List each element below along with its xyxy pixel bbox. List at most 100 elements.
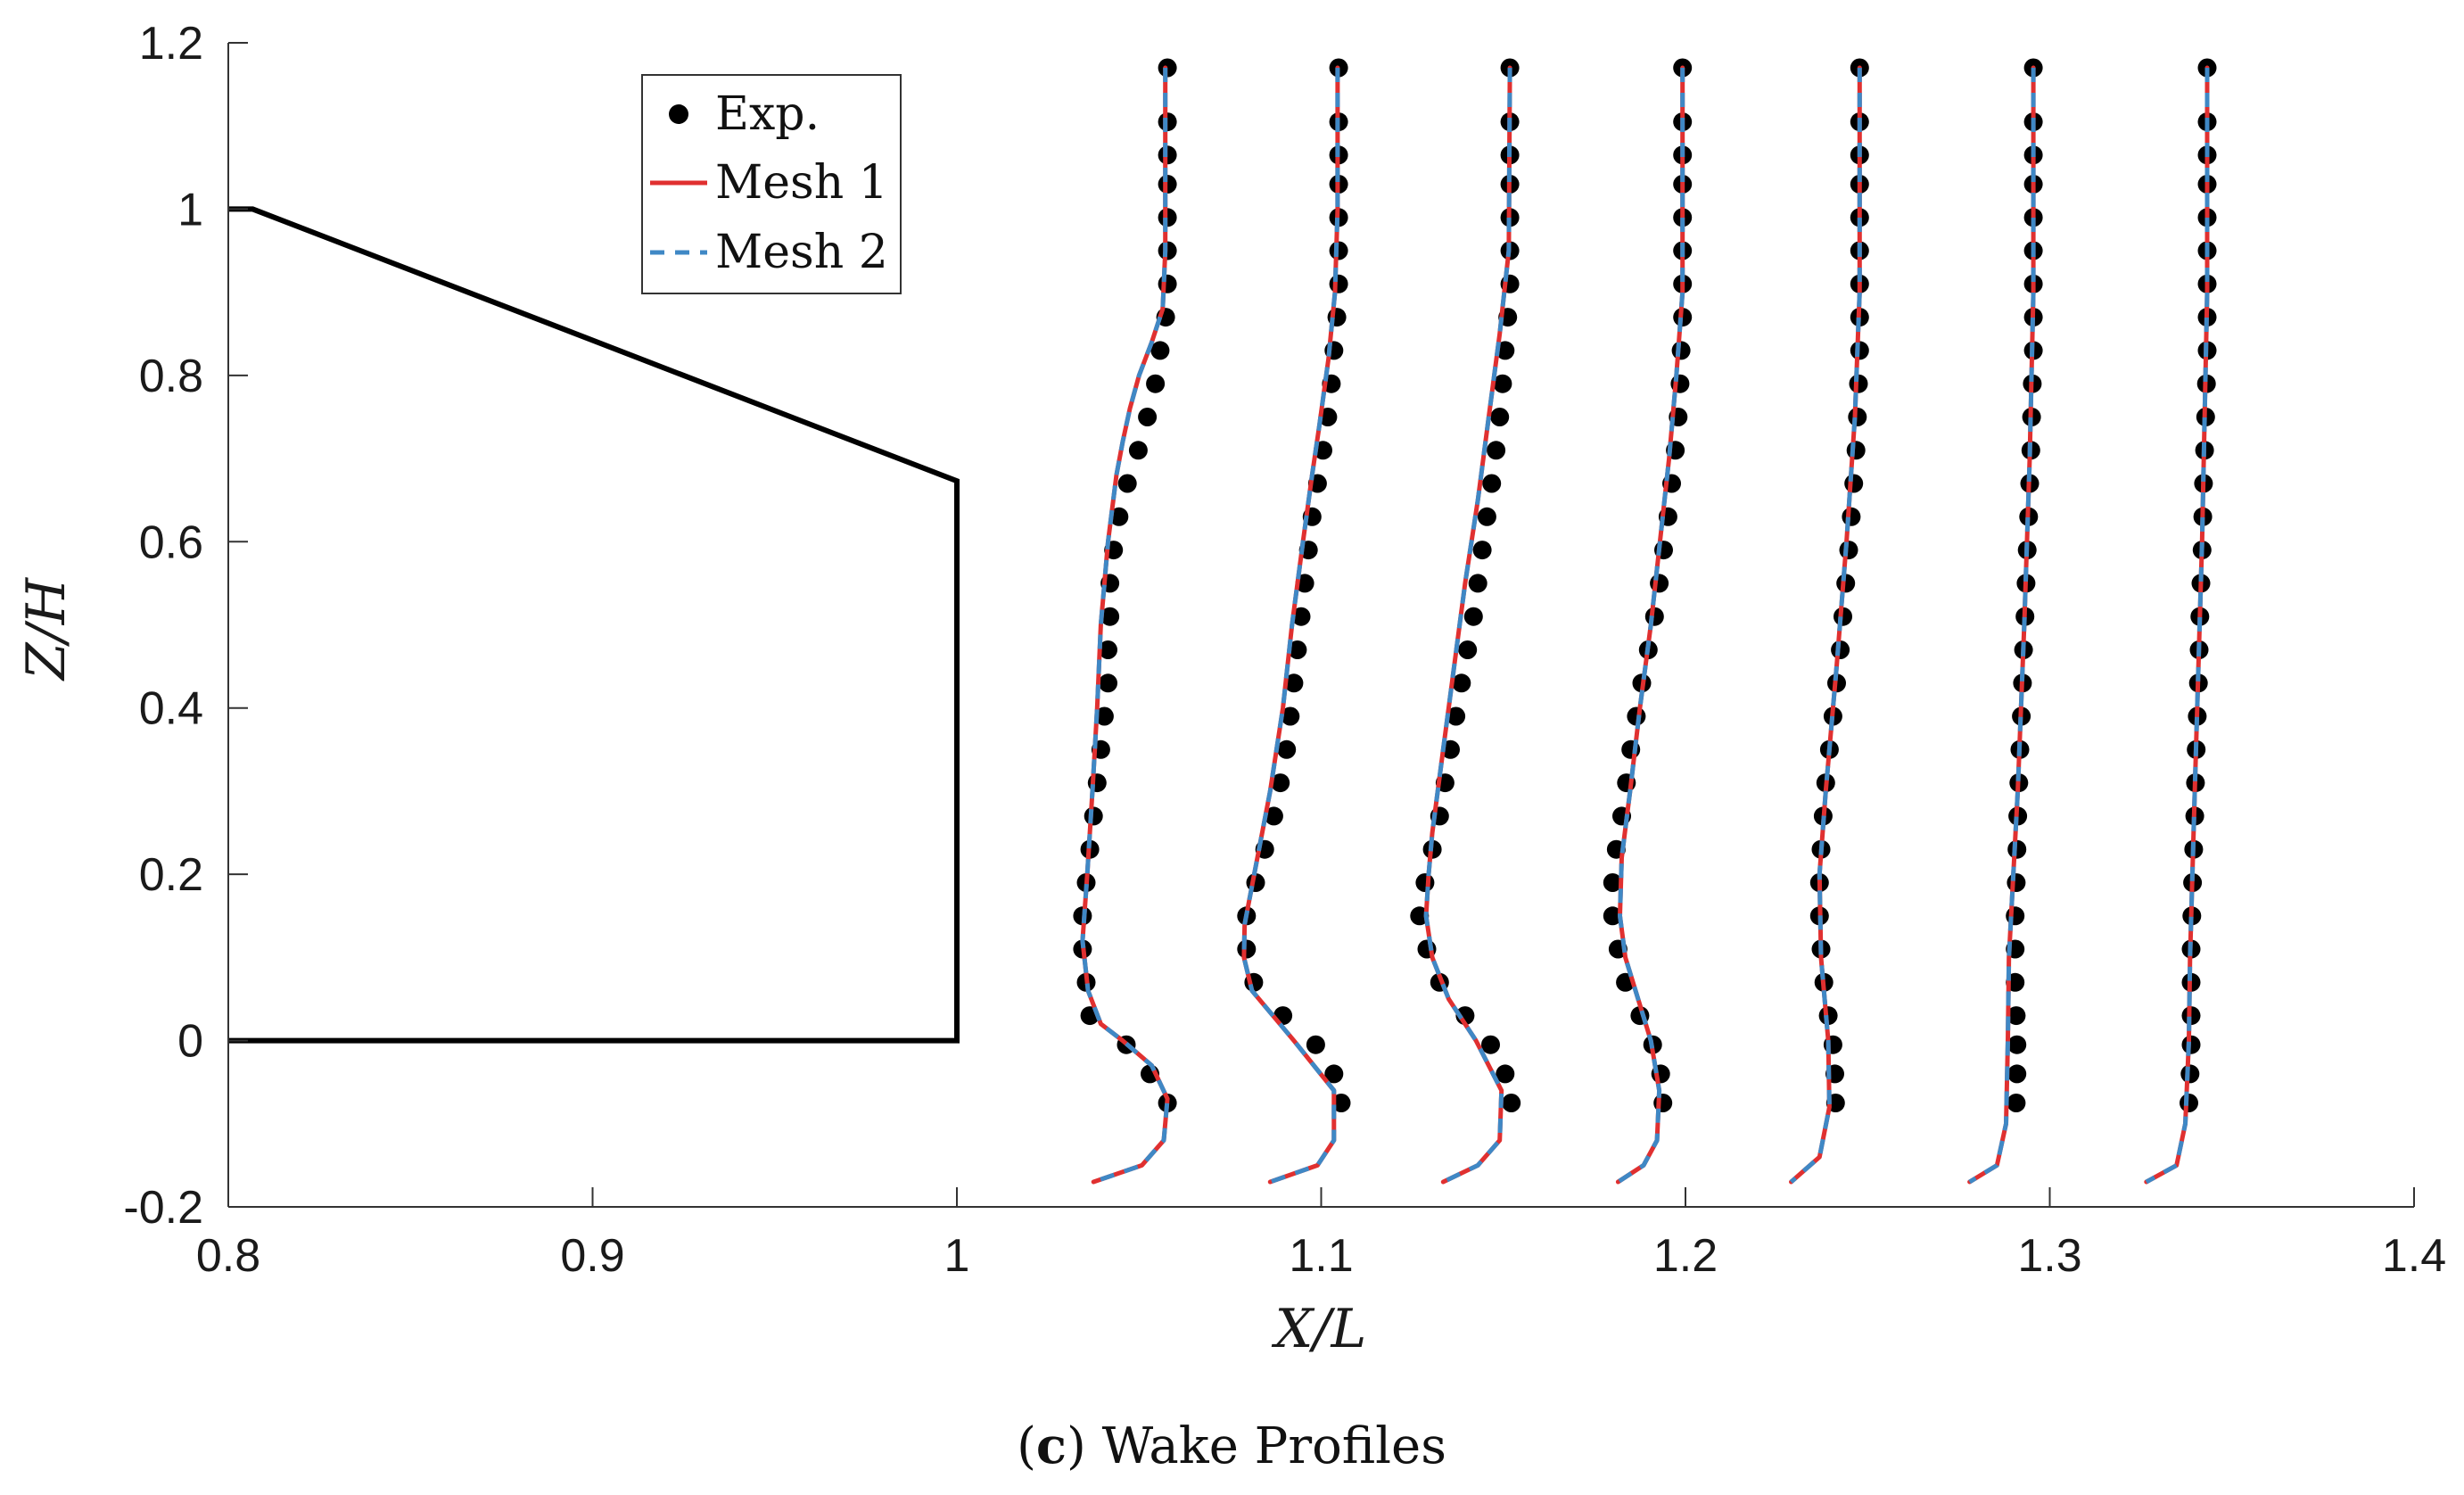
y-tick-label: 0.6	[139, 516, 203, 568]
plot-area	[228, 58, 2217, 1185]
exp-point	[1446, 706, 1466, 726]
x-tick-label: 1.1	[1289, 1230, 1353, 1282]
exp-point	[1281, 706, 1300, 726]
exp-point	[1463, 607, 1483, 626]
exp-point	[1109, 507, 1129, 526]
profile-station-4	[1603, 58, 1693, 1185]
exp-point	[1468, 574, 1487, 593]
legend-mesh1-label: Mesh 1	[715, 156, 888, 210]
caption-prefix: (	[1017, 1417, 1036, 1475]
exp-point	[1839, 541, 1858, 560]
exp-point	[1848, 408, 1867, 426]
y-tick-label: 1	[177, 184, 203, 235]
exp-point	[1277, 739, 1297, 759]
x-tick-label: 0.8	[196, 1230, 260, 1282]
exp-point	[1094, 706, 1114, 726]
exp-point	[1284, 673, 1304, 693]
exp-point	[1842, 507, 1861, 526]
exp-point	[1099, 673, 1117, 693]
exp-point	[1844, 474, 1864, 493]
exp-point	[1138, 408, 1158, 426]
exp-point	[1128, 441, 1148, 460]
exp-point	[1846, 441, 1866, 460]
mesh2-line	[2145, 68, 2210, 1185]
exp-point	[1487, 441, 1506, 460]
exp-point	[1237, 939, 1257, 959]
profile-station-5	[1789, 58, 1869, 1185]
exp-point	[2007, 1006, 2026, 1026]
y-axis-label: Z/H	[15, 576, 78, 681]
x-axis-label: X/L	[1272, 1298, 1367, 1360]
mesh2-line	[1241, 68, 1340, 1185]
mesh2-line	[1968, 68, 2036, 1185]
exp-point	[1324, 1064, 1344, 1084]
legend-exp-label: Exp.	[715, 87, 820, 141]
mesh2-line	[1789, 68, 1862, 1184]
exp-point	[2007, 1035, 2027, 1054]
exp-point	[1496, 1064, 1515, 1084]
caption-letter: c	[1036, 1417, 1067, 1475]
exp-point	[1493, 374, 1512, 393]
exp-point	[1117, 474, 1137, 493]
exp-point	[1502, 1094, 1521, 1112]
exp-point	[1458, 640, 1478, 659]
x-tick-label: 0.9	[560, 1230, 624, 1282]
exp-point	[2007, 873, 2026, 892]
y-tick-label: 0	[177, 1016, 203, 1068]
exp-point	[2180, 1094, 2198, 1112]
exp-point	[1603, 873, 1622, 892]
exp-point	[2007, 1064, 2027, 1084]
profile-station-7	[2144, 58, 2217, 1185]
exp-point	[1150, 341, 1170, 360]
mesh2-line	[1080, 68, 1170, 1185]
exp-point	[1306, 1035, 1325, 1054]
exp-point	[1158, 274, 1177, 293]
exp-point	[1671, 341, 1691, 360]
figure-caption: (c) Wake Profiles	[1017, 1417, 1446, 1475]
mesh2-line	[1423, 67, 1512, 1185]
profile-station-6	[1967, 58, 2043, 1185]
exp-point	[1331, 1094, 1351, 1112]
exp-point	[1291, 607, 1311, 626]
exp-point	[1271, 773, 1290, 793]
legend-exp-marker	[669, 104, 688, 124]
exp-point	[1329, 274, 1348, 293]
exp-point	[2007, 1094, 2026, 1112]
x-tick-label: 1.2	[1653, 1230, 1718, 1282]
exp-point	[1264, 806, 1283, 826]
exp-point	[1100, 607, 1120, 626]
mesh2-line	[1617, 68, 1685, 1185]
exp-point	[1490, 408, 1510, 426]
legend: Exp. Mesh 1 Mesh 2	[641, 74, 902, 294]
x-tick-label: 1	[944, 1230, 970, 1282]
profile-station-3	[1410, 58, 1521, 1185]
body-outline	[228, 206, 960, 1044]
legend-mesh2-label: Mesh 2	[715, 226, 888, 279]
exp-point	[1477, 507, 1496, 526]
x-tick-label: 1.4	[2382, 1230, 2446, 1282]
y-tick-label: 0.2	[139, 849, 203, 901]
exp-point	[1472, 541, 1492, 560]
exp-point	[1415, 873, 1435, 892]
y-tick-label: 1.2	[139, 18, 203, 70]
profile-station-2	[1237, 58, 1351, 1185]
exp-point	[1099, 640, 1117, 659]
y-tick-label: -0.2	[123, 1182, 203, 1234]
exp-point	[1146, 374, 1166, 393]
axes: 0.8 0.9 1 1.1 1.2 1.3 1.4 -0.2 0 0.2 0.4 0.6 0.8 1 1.2	[123, 18, 2446, 1282]
exp-point	[1481, 1035, 1500, 1054]
exp-point	[2180, 1064, 2200, 1084]
y-tick-label: 0.8	[139, 351, 203, 402]
exp-point	[1288, 640, 1307, 659]
x-tick-label: 1.3	[2017, 1230, 2081, 1282]
exp-point	[1482, 474, 1502, 493]
mesh1-line	[1080, 65, 1170, 1185]
profile-station-1	[1073, 58, 1177, 1185]
mesh1-line	[1789, 65, 1862, 1185]
y-tick-label: 0.4	[139, 683, 203, 735]
exp-point	[1603, 906, 1622, 926]
exp-point	[1496, 341, 1515, 360]
exp-point	[1452, 673, 1471, 693]
caption-suffix: ) Wake Profiles	[1067, 1417, 1446, 1475]
